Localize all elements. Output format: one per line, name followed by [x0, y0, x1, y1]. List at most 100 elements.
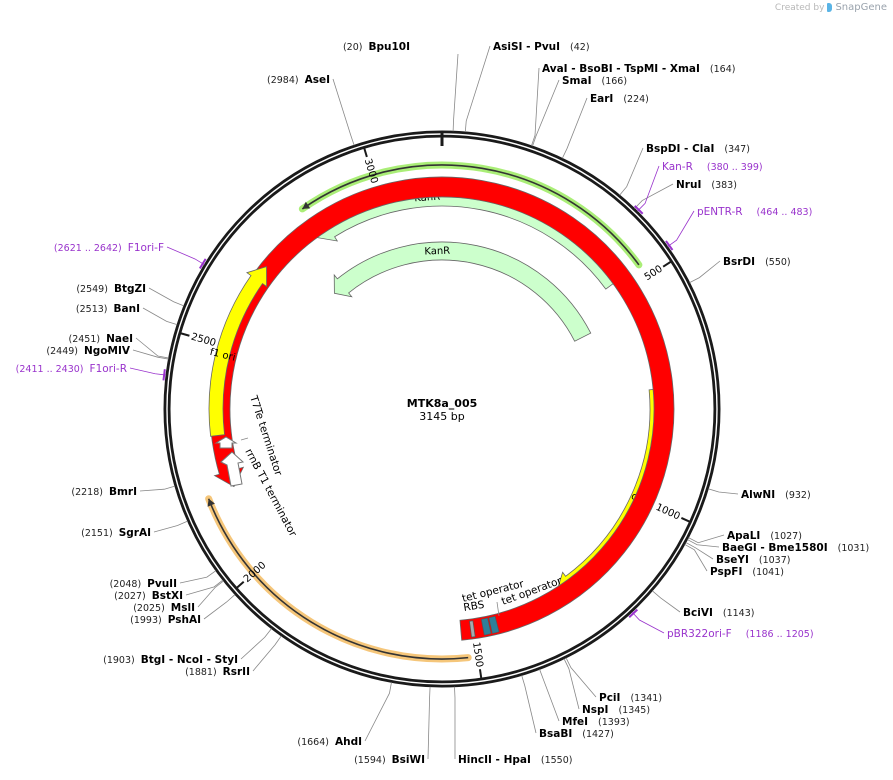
leader-line [563, 658, 580, 710]
enzyme-site-label[interactable]: PspFI (1041) [710, 566, 784, 578]
leader-line [687, 539, 720, 548]
enzyme-site-label[interactable]: (20) Bpu10I [343, 41, 410, 53]
enzyme-site-label[interactable]: BciVI (1143) [683, 607, 754, 619]
enzyme-name: BanI [114, 303, 140, 315]
enzyme-site-label[interactable]: NruI (383) [676, 179, 737, 191]
enzyme-position: (2048) [110, 579, 142, 590]
enzyme-name: - HpaI [492, 754, 531, 766]
enzyme-position: (1903) [103, 655, 135, 666]
enzyme-name: BsaBI [539, 728, 572, 740]
enzyme-site-label[interactable]: (2513) BanI [76, 303, 140, 315]
enzyme-site-label[interactable]: (2151) SgrAI [81, 527, 151, 539]
enzyme-name: - XmaI [658, 63, 700, 75]
enzyme-site-label[interactable]: (2048) PvuII [110, 578, 177, 590]
enzyme-name: Bpu10I [368, 41, 410, 53]
small-features-layer [469, 615, 500, 638]
enzyme-name: PshAI [168, 614, 201, 626]
enzyme-site-label[interactable]: ApaLI (1027) [727, 530, 802, 542]
enzyme-site-label[interactable]: BaeGI - Bme1580I (1031) [722, 542, 869, 554]
enzyme-position: (1341) [630, 693, 662, 704]
leader-line [539, 669, 560, 722]
enzyme-site-label[interactable]: BseYI (1037) [716, 554, 790, 566]
enzyme-name: - NcoI [165, 654, 203, 666]
enzyme-site-label[interactable]: (1903) BtgI - NcoI - StyI [103, 654, 238, 666]
primer-label[interactable]: Kan-R (380 .. 399) [662, 161, 763, 173]
leader-line [132, 349, 169, 360]
primer-label[interactable]: (2621 .. 2642) F1ori-F [54, 242, 164, 254]
enzyme-site-label[interactable]: MfeI (1393) [562, 716, 630, 728]
t7te-terminator-icon[interactable] [214, 436, 238, 449]
enzyme-site-label[interactable]: PciI (1341) [599, 692, 662, 704]
enzyme-name: MfeI [562, 716, 588, 728]
plasmid-title: MTK8a_005 3145 bp [407, 397, 478, 423]
feature-kanr-inner[interactable]: KanR [333, 241, 592, 342]
tet-operator-2-icon[interactable] [488, 615, 500, 634]
enzyme-site-label[interactable]: EarI (224) [590, 93, 649, 105]
enzyme-site-label[interactable]: BspDI - ClaI (347) [646, 143, 750, 155]
enzyme-name: BspDI [646, 143, 680, 155]
enzyme-site-label[interactable]: (2451) NaeI [69, 333, 134, 345]
site-labels: (20) Bpu10I AsiSI - PvuI (42)AvaI - BsoBI -… [16, 41, 870, 766]
enzyme-site-label[interactable]: (2218) BmrI [71, 486, 137, 498]
f1-ori-arrow-icon[interactable] [208, 266, 267, 437]
rbs-icon[interactable] [469, 620, 476, 638]
primer-label[interactable]: (2411 .. 2430) F1ori-R [16, 363, 127, 375]
enzyme-position: (1393) [598, 717, 630, 728]
enzyme-position: (2025) [133, 603, 165, 614]
enzyme-site-label[interactable]: (2025) MslI [133, 602, 195, 614]
enzyme-position: (1427) [582, 729, 614, 740]
enzyme-site-label[interactable]: (2449) NgoMIV [46, 345, 130, 357]
tet-operator-1-icon[interactable] [480, 617, 492, 636]
leader-line [565, 657, 597, 698]
enzyme-position: (166) [602, 76, 628, 87]
enzyme-site-label[interactable]: NspI (1345) [582, 704, 650, 716]
enzyme-site-label[interactable]: (1594) BsiWI [354, 754, 425, 766]
leader-line [684, 544, 708, 572]
leader-line [619, 147, 644, 196]
enzyme-site-label[interactable]: AvaI - BsoBI - TspMI - XmaI (164) [542, 63, 735, 75]
enzyme-site-label[interactable]: SmaI (166) [562, 75, 627, 87]
enzyme-position: (347) [724, 144, 750, 155]
enzyme-name: NgoMIV [84, 345, 131, 357]
enzyme-name: HincII [458, 754, 492, 766]
primer-label[interactable]: pENTR-R (464 .. 483) [697, 206, 812, 218]
enzyme-site-label[interactable]: (2027) BstXI [114, 590, 183, 602]
mrfp1-arrow-icon[interactable] [209, 176, 675, 641]
enzyme-position: (2151) [81, 528, 113, 539]
rrnb-t1-terminator-icon[interactable] [220, 451, 245, 487]
leader-line [179, 570, 217, 584]
leader-line [166, 246, 205, 266]
leader-line [652, 590, 681, 613]
leader-line [637, 165, 660, 212]
leader-line [464, 45, 491, 133]
enzyme-name: - TspMI [613, 63, 659, 75]
leader-line [667, 210, 695, 247]
leader-line [129, 367, 167, 376]
enzyme-site-label[interactable]: (2549) BtgZI [76, 283, 146, 295]
enzyme-site-label[interactable]: AlwNI (932) [741, 489, 811, 501]
tick-mark [363, 147, 368, 158]
enzyme-position: (932) [785, 490, 811, 501]
enzyme-site-label[interactable]: (1993) PshAI [130, 614, 201, 626]
mrfp-highlight-line [207, 498, 469, 660]
leader-line [364, 682, 392, 742]
enzyme-site-label[interactable]: (1664) AhdI [297, 736, 362, 748]
enzyme-site-label[interactable]: BsrDI (550) [723, 256, 791, 268]
enzyme-position: (1345) [618, 705, 650, 716]
primer-range: (380 .. 399) [707, 162, 763, 173]
enzyme-site-label[interactable]: (2984) AseI [267, 74, 330, 86]
enzyme-site-label[interactable]: HincII - HpaI (1550) [458, 754, 572, 766]
leader-line [685, 542, 714, 560]
enzyme-name: - ClaI [680, 143, 714, 155]
enzyme-site-label[interactable]: (1881) RsrII [185, 666, 250, 678]
enzyme-name: - Bme1580I [757, 542, 828, 554]
enzyme-position: (164) [710, 64, 736, 75]
leader-line [135, 337, 169, 359]
primer-label[interactable]: pBR322ori-F (1186 .. 1205) [667, 628, 814, 640]
enzyme-site-label[interactable]: AsiSI - PvuI (42) [493, 41, 590, 53]
enzyme-site-label[interactable]: BsaBI (1427) [539, 728, 614, 740]
kanr-inner-arrow-icon[interactable] [333, 241, 592, 342]
feature-f1-ori[interactable]: f1 ori [208, 266, 267, 437]
enzyme-name: BsrDI [723, 256, 755, 268]
enzyme-position: (2984) [267, 75, 299, 86]
